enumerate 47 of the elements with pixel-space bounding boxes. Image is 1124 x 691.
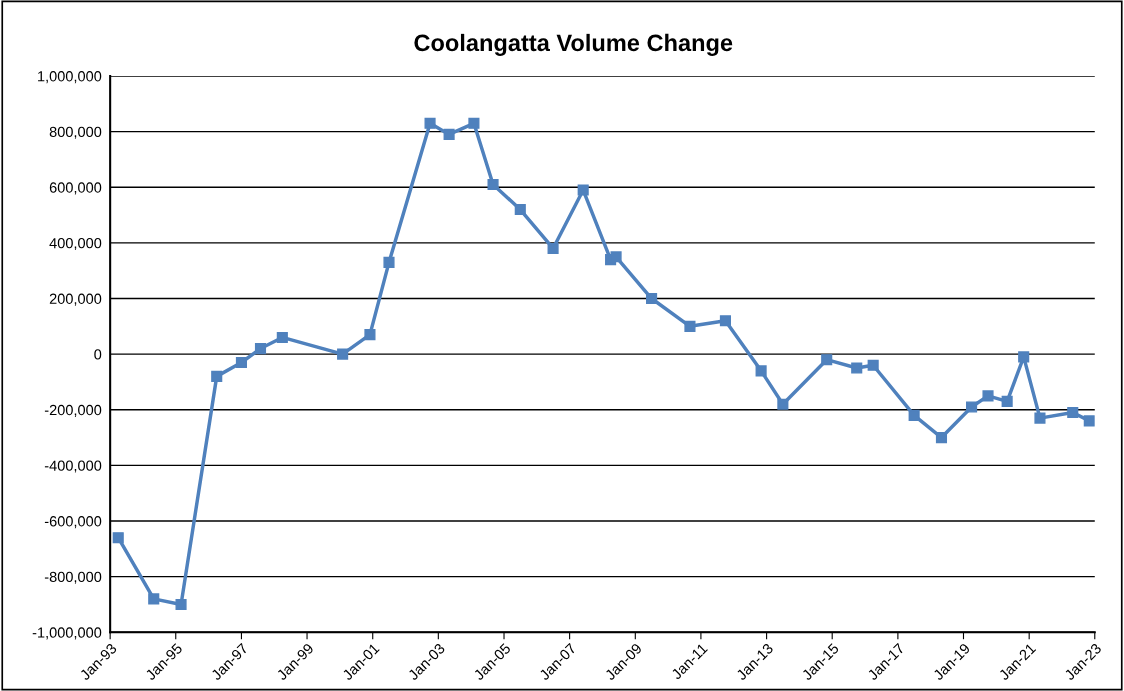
point [1067, 406, 1079, 419]
point [867, 359, 879, 371]
point [383, 256, 395, 268]
point [851, 362, 863, 374]
y-tick-label: 800,000 [49, 126, 102, 139]
y-tick-label: 200,000 [49, 293, 102, 306]
point [755, 365, 767, 377]
point [547, 242, 559, 255]
y-tick-label: -400,000 [44, 460, 102, 473]
point [1018, 351, 1030, 363]
point [235, 356, 247, 369]
y-tick-label: 0 [94, 349, 102, 360]
y-tick-label: -800,000 [44, 571, 102, 584]
point [364, 329, 376, 341]
point [646, 292, 658, 305]
point [254, 343, 267, 355]
point [966, 401, 978, 413]
point [276, 331, 288, 344]
chart-title: Coolangatta Volume Change [414, 33, 733, 56]
point [610, 251, 622, 263]
point [821, 354, 833, 366]
point [1001, 395, 1013, 407]
point [487, 178, 499, 191]
point [148, 593, 160, 605]
y-tick-label: 400,000 [49, 237, 102, 251]
point [112, 532, 124, 544]
point [684, 320, 696, 332]
y-tick-label: -600,000 [44, 516, 102, 529]
y-tick-label: 600,000 [49, 182, 102, 195]
point [424, 117, 436, 129]
y-tick-label: -200,000 [44, 404, 102, 417]
point [337, 348, 349, 360]
point [175, 598, 187, 611]
point [908, 409, 920, 421]
point [982, 390, 994, 402]
point [1034, 412, 1046, 424]
point [1083, 415, 1095, 427]
point [514, 203, 526, 216]
point [443, 128, 455, 140]
y-tick-label: -1,000,000 [32, 627, 102, 640]
point [777, 398, 789, 410]
point [577, 184, 589, 196]
point [935, 432, 948, 444]
point [719, 315, 731, 327]
point [211, 370, 223, 382]
point [468, 117, 480, 129]
y-tick-label: 1,000,000 [38, 71, 102, 84]
